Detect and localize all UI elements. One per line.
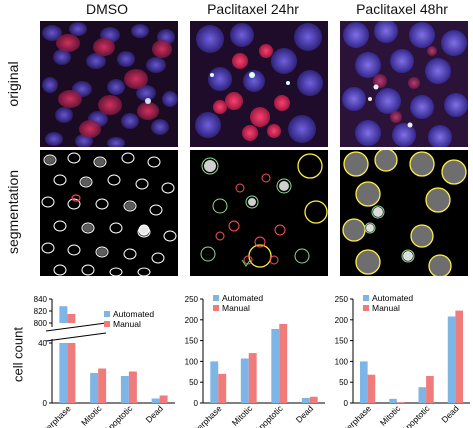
bar-lower [67,343,76,403]
bar [426,375,434,403]
y-tick-label: 150 [185,337,199,346]
category-label: Mitotic [230,403,255,428]
category-label: Mitotic [378,403,403,428]
category-label: Dead [294,403,316,425]
y-tick-label: 840 [34,295,48,304]
bar [128,371,137,403]
bar-lower [59,343,68,403]
segmentation-paclitaxel-24hr [190,150,328,276]
bar [447,316,456,403]
bar [396,402,405,403]
legend-swatch-automated [104,311,110,317]
bar [367,374,376,403]
y-tick-label: 820 [34,307,48,316]
legend-swatch-manual [363,305,369,311]
y-tick-label: 50 [339,378,348,387]
bar [151,398,160,403]
column-title-dmso: DMSO [86,1,128,17]
y-tick-label: 250 [335,295,349,304]
legend-label-manual: Manual [372,303,400,313]
bar [301,398,310,403]
category-label: Apoptotic [399,403,432,428]
bar [240,358,249,403]
legend-label-manual: Manual [113,319,141,329]
y-tick-label: 50 [189,378,198,387]
bar-upper [67,314,76,323]
legend-swatch-automated [213,295,219,301]
legend-swatch-automated [363,295,369,301]
bar [389,398,397,403]
legend-swatch-manual [213,305,219,311]
column-title-paclitaxel-48hr: Paclitaxel 48hr [356,1,448,17]
bar [248,353,257,403]
category-label: Dead [144,403,166,425]
bar [455,310,463,403]
y-tick-label: 0 [43,399,48,408]
y-tick-label: 0 [344,399,349,408]
bar [98,368,107,403]
bar [271,328,280,403]
column-title-paclitaxel-24hr: Paclitaxel 24hr [207,1,299,17]
bar [418,387,427,403]
bar [159,395,168,403]
legend-label-automated: Automated [372,293,413,303]
category-label: Apoptotic [102,403,135,428]
legend-swatch-manual [104,321,110,327]
micrograph-original-paclitaxel-24hr [190,21,328,147]
category-label: Apoptotic [253,403,286,428]
row-label-segmentation: segmentation [5,169,21,255]
axis-break-mark [45,332,107,342]
micrograph-original-paclitaxel-48hr [340,21,468,147]
y-tick-label: 150 [335,337,349,346]
bar [120,376,129,403]
segmentation-paclitaxel-48hr [340,150,468,276]
micrograph-original-dmso [40,21,178,147]
axis-break-mark [45,322,107,332]
y-tick-label: 0 [194,399,199,408]
legend-label-manual: Manual [222,303,250,313]
row-label-original: original [5,61,21,107]
y-tick-label: 200 [335,316,349,325]
bar [90,373,99,403]
y-tick-label: 100 [335,357,349,366]
bar [360,361,368,403]
y-tick-label: 200 [185,316,199,325]
y-tick-label: 100 [185,357,199,366]
segmentation-dmso [40,150,178,276]
category-label: Mitotic [79,403,104,428]
y-tick-label: 40 [38,339,47,348]
legend-label-automated: Automated [222,293,263,303]
y-tick-label: 250 [185,295,199,304]
legend-label-automated: Automated [113,309,154,319]
bar [218,373,227,403]
bar [279,323,288,403]
y-tick-label: 800 [34,319,48,328]
bar [210,361,219,403]
axis-break-gap [48,327,108,339]
category-label: Dead [439,403,461,425]
bar [309,396,318,403]
bar-upper [59,306,68,323]
